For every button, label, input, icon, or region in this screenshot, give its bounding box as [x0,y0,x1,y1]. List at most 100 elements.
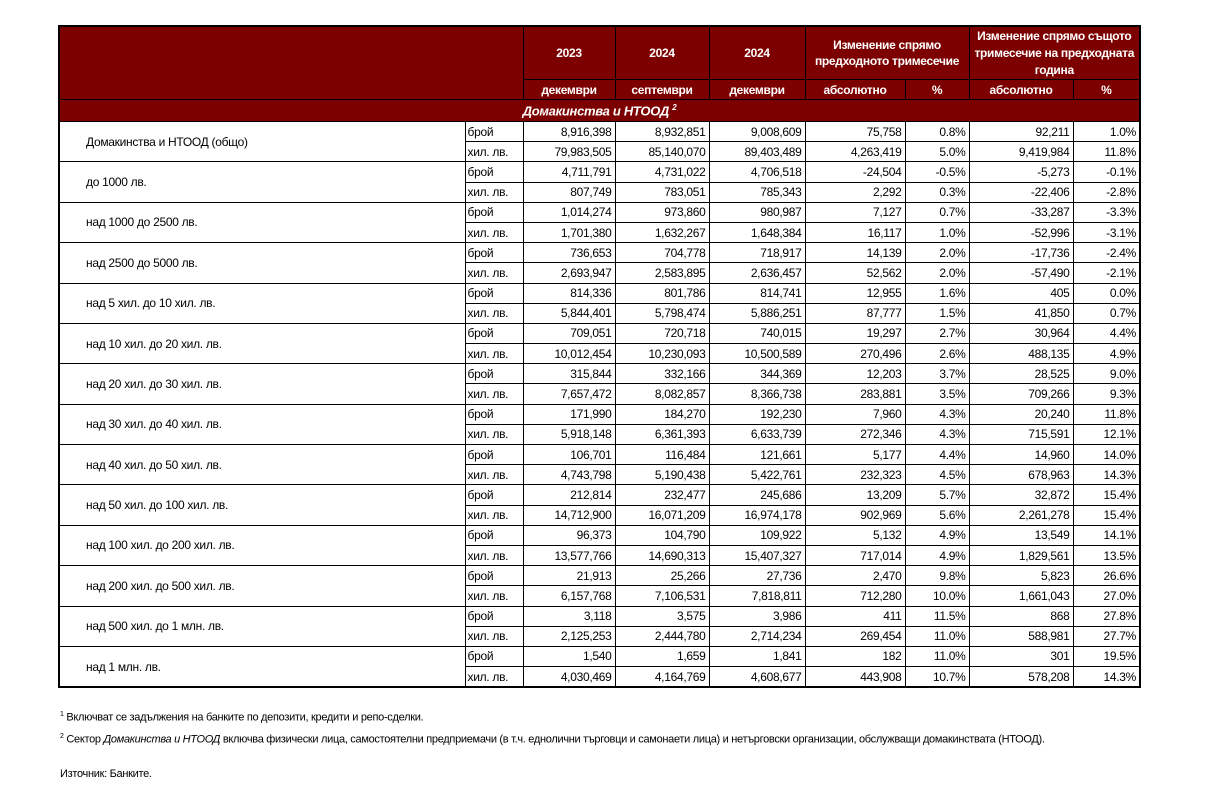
change-prev-abs: 87,777 [804,302,906,324]
value-sep-2024: 783,051 [614,181,710,203]
value-sep-2024: 14,690,313 [614,544,710,567]
change-year-abs: -33,287 [968,201,1074,223]
section-title: Домакинства и НТООД 2 [58,99,1141,122]
change-prev-abs: 19,297 [804,322,906,345]
value-dec-2023: 171,990 [522,403,616,425]
change-prev-pct: 3.7% [904,363,970,385]
value-dec-2023: 5,844,401 [522,302,616,324]
value-dec-2023: 106,701 [522,443,616,466]
footnote-1: 1 Включват се задължения на банките по д… [60,711,424,724]
table-row: над 500 хил. до 1 млн. лв. брой 3,118 3,575… [58,605,1141,647]
change-year-pct: 15.4% [1072,504,1141,526]
table-row: над 20 хил. до 30 хил. лв. брой 315,844 332… [58,363,1141,405]
footnote-italic: Домакинства и НТООД [103,733,221,746]
value-sep-2024: 8,932,851 [614,120,710,143]
unit-label: хил. лв. [464,302,524,324]
row-label: над 50 хил. до 100 хил. лв. [58,484,466,526]
value-dec-2023: 79,983,505 [522,141,616,163]
value-dec-2024: 15,407,327 [708,544,806,567]
change-prev-abs: 16,117 [804,221,906,244]
change-year-abs: 13,549 [968,524,1074,546]
unit-label: хил. лв. [464,181,524,203]
value-dec-2023: 8,916,398 [522,120,616,143]
change-prev-abs: 2,470 [804,565,906,587]
change-prev-pct: 5.7% [904,484,970,506]
value-dec-2024: 718,917 [708,242,806,264]
value-dec-2024: 2,714,234 [708,625,806,647]
change-prev-pct: 4.9% [904,524,970,546]
unit-label: хил. лв. [464,464,524,486]
change-prev-abs: 5,177 [804,443,906,466]
value-dec-2024: 4,706,518 [708,161,806,183]
footnote-text: Сектор [66,733,104,746]
value-dec-2024: 9,008,609 [708,120,806,143]
value-dec-2024: 109,922 [708,524,806,546]
change-year-pct: -2.4% [1072,242,1141,264]
change-year-abs: 868 [968,605,1074,627]
change-year-pct: 14.3% [1072,666,1141,688]
change-prev-pct: 2.6% [904,343,970,365]
change-year-pct: 14.0% [1072,443,1141,466]
value-dec-2024: 89,403,489 [708,141,806,163]
unit-label: брой [464,161,524,183]
change-prev-abs: 270,496 [804,343,906,365]
change-prev-pct: 2.0% [904,262,970,284]
unit-label: брой [464,524,524,546]
change-year-abs: 41,850 [968,302,1074,324]
header-percent: % [1072,79,1141,100]
change-prev-abs: 411 [804,605,906,627]
table-row: над 100 хил. до 200 хил. лв. брой 96,373 10… [58,524,1141,567]
change-year-pct: 9.3% [1072,383,1141,405]
change-year-abs: 301 [968,645,1074,668]
value-sep-2024: 704,778 [614,242,710,264]
value-sep-2024: 720,718 [614,322,710,345]
change-year-pct: 27.7% [1072,625,1141,647]
change-year-abs: -52,996 [968,221,1074,244]
value-sep-2024: 1,632,267 [614,221,710,244]
change-prev-pct: 0.8% [904,120,970,143]
value-sep-2024: 2,583,895 [614,262,710,284]
value-dec-2023: 13,577,766 [522,544,616,567]
value-sep-2024: 184,270 [614,403,710,425]
header-year: 2024 [708,25,806,80]
change-year-abs: -22,406 [968,181,1074,203]
value-dec-2023: 6,157,768 [522,585,616,607]
deposits-table: 2023 2024 2024 Изменение спрямо предходн… [58,25,1142,689]
value-dec-2024: 344,369 [708,363,806,385]
row-label: над 40 хил. до 50 хил. лв. [58,443,466,486]
unit-label: брой [464,443,524,466]
change-prev-pct: 11.5% [904,605,970,627]
change-year-pct: 14.1% [1072,524,1141,546]
change-year-pct: 1.0% [1072,120,1141,143]
section-title-text: Домакинства и НТООД [522,103,670,119]
change-year-pct: -0.1% [1072,161,1141,183]
change-year-abs: 1,661,043 [968,585,1074,607]
value-dec-2023: 4,030,469 [522,666,616,688]
value-dec-2024: 27,736 [708,565,806,587]
unit-label: хил. лв. [464,504,524,526]
change-prev-pct: -0.5% [904,161,970,183]
change-year-pct: 15.4% [1072,484,1141,506]
unit-label: хил. лв. [464,221,524,244]
change-year-abs: 2,261,278 [968,504,1074,526]
change-prev-pct: 4.9% [904,544,970,567]
row-label: над 1 млн. лв. [58,645,466,688]
section-row: Домакинства и НТООД 2 [58,99,1141,122]
row-label: над 30 хил. до 40 хил. лв. [58,403,466,446]
change-prev-abs: 272,346 [804,423,906,446]
table-row: над 30 хил. до 40 хил. лв. брой 171,990 184… [58,403,1141,446]
unit-label: хил. лв. [464,544,524,567]
change-year-abs: 1,829,561 [968,544,1074,567]
header-absolute: абсолютно [804,79,906,100]
change-year-pct: -2.1% [1072,262,1141,284]
change-prev-abs: 902,969 [804,504,906,526]
value-dec-2024: 6,633,739 [708,423,806,446]
change-prev-pct: 0.3% [904,181,970,203]
change-prev-abs: 7,960 [804,403,906,425]
change-year-abs: 715,591 [968,423,1074,446]
value-sep-2024: 104,790 [614,524,710,546]
value-sep-2024: 5,190,438 [614,464,710,486]
table-row: над 5 хил. до 10 хил. лв. брой 814,336 801,… [58,282,1141,324]
change-prev-pct: 4.3% [904,423,970,446]
change-prev-abs: 4,263,419 [804,141,906,163]
